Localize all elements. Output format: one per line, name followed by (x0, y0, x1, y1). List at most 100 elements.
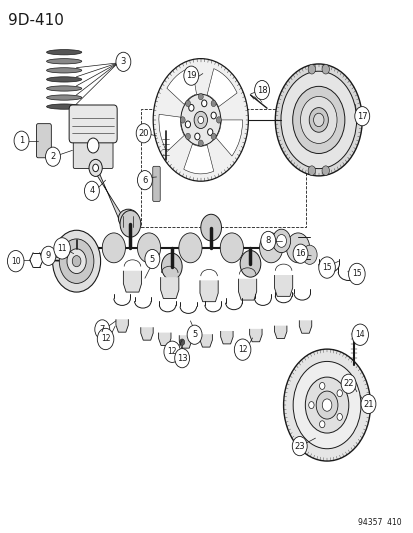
Wedge shape (206, 69, 237, 107)
Polygon shape (249, 329, 261, 342)
Text: 22: 22 (342, 379, 353, 388)
Ellipse shape (118, 209, 138, 228)
Ellipse shape (46, 68, 81, 73)
Circle shape (145, 249, 159, 269)
Wedge shape (166, 67, 196, 104)
Circle shape (137, 233, 160, 263)
Polygon shape (299, 320, 311, 333)
Circle shape (304, 377, 348, 433)
Circle shape (280, 71, 356, 168)
Circle shape (336, 414, 342, 421)
Circle shape (211, 112, 216, 119)
Text: 11: 11 (57, 244, 66, 253)
Text: 4: 4 (89, 187, 94, 195)
Circle shape (185, 100, 190, 107)
Polygon shape (116, 319, 128, 332)
Text: 14: 14 (354, 330, 364, 339)
Circle shape (7, 251, 24, 272)
Text: 17: 17 (356, 112, 367, 120)
Wedge shape (216, 120, 242, 156)
Circle shape (351, 324, 368, 345)
Circle shape (188, 104, 194, 111)
Text: 15: 15 (321, 263, 331, 272)
FancyBboxPatch shape (73, 136, 113, 168)
Circle shape (319, 383, 324, 390)
Text: 13: 13 (176, 354, 187, 362)
FancyBboxPatch shape (152, 166, 160, 201)
Circle shape (116, 52, 131, 71)
Ellipse shape (46, 77, 81, 82)
Text: 3: 3 (121, 58, 126, 66)
Circle shape (292, 361, 360, 449)
Polygon shape (140, 327, 153, 340)
Circle shape (211, 100, 216, 107)
Circle shape (360, 394, 375, 414)
Circle shape (348, 263, 364, 285)
Polygon shape (274, 275, 292, 296)
Circle shape (319, 421, 324, 427)
Text: 16: 16 (294, 249, 305, 258)
Circle shape (89, 159, 102, 176)
Circle shape (59, 239, 94, 284)
Text: 12: 12 (237, 345, 247, 354)
FancyBboxPatch shape (69, 105, 117, 143)
Circle shape (308, 401, 313, 409)
Circle shape (41, 246, 56, 265)
FancyBboxPatch shape (36, 124, 51, 158)
Polygon shape (92, 168, 121, 224)
Circle shape (72, 256, 81, 266)
Circle shape (178, 233, 202, 263)
Circle shape (260, 231, 275, 251)
Text: 10: 10 (11, 257, 21, 265)
Circle shape (136, 124, 151, 143)
Ellipse shape (46, 59, 81, 64)
Circle shape (292, 437, 306, 456)
Wedge shape (159, 114, 184, 151)
Ellipse shape (46, 50, 81, 55)
Circle shape (259, 233, 282, 263)
Polygon shape (179, 335, 191, 348)
Polygon shape (158, 333, 171, 345)
Circle shape (102, 233, 125, 263)
Circle shape (174, 349, 189, 368)
Circle shape (321, 166, 329, 175)
Text: 19: 19 (185, 71, 196, 80)
Circle shape (321, 399, 331, 411)
Circle shape (307, 64, 315, 74)
Text: 8: 8 (265, 237, 270, 245)
Polygon shape (199, 334, 212, 347)
Text: 9: 9 (46, 252, 51, 260)
Circle shape (318, 257, 335, 278)
Circle shape (336, 390, 342, 397)
Text: 5: 5 (192, 330, 197, 339)
Circle shape (97, 328, 114, 350)
Ellipse shape (46, 104, 81, 109)
Circle shape (120, 211, 140, 237)
Circle shape (313, 113, 323, 127)
Circle shape (283, 349, 370, 461)
Text: 15: 15 (351, 270, 361, 278)
Text: 9D-410: 9D-410 (8, 13, 64, 28)
Circle shape (164, 341, 180, 362)
Circle shape (286, 233, 309, 263)
Text: 23: 23 (294, 442, 304, 450)
Polygon shape (160, 277, 178, 298)
Circle shape (301, 245, 316, 264)
Text: 12: 12 (167, 348, 176, 356)
Circle shape (272, 229, 290, 253)
Text: 6: 6 (142, 176, 147, 184)
Circle shape (207, 128, 212, 135)
Text: 12: 12 (101, 335, 110, 343)
Circle shape (198, 140, 203, 147)
Circle shape (54, 238, 70, 259)
Text: 94357  410: 94357 410 (357, 518, 401, 527)
Circle shape (14, 131, 29, 150)
Text: 20: 20 (138, 129, 149, 138)
Circle shape (137, 171, 152, 190)
Circle shape (198, 93, 203, 100)
Polygon shape (274, 326, 286, 338)
Circle shape (316, 391, 337, 419)
Text: 21: 21 (362, 400, 373, 408)
Circle shape (234, 339, 250, 360)
Circle shape (153, 59, 248, 181)
